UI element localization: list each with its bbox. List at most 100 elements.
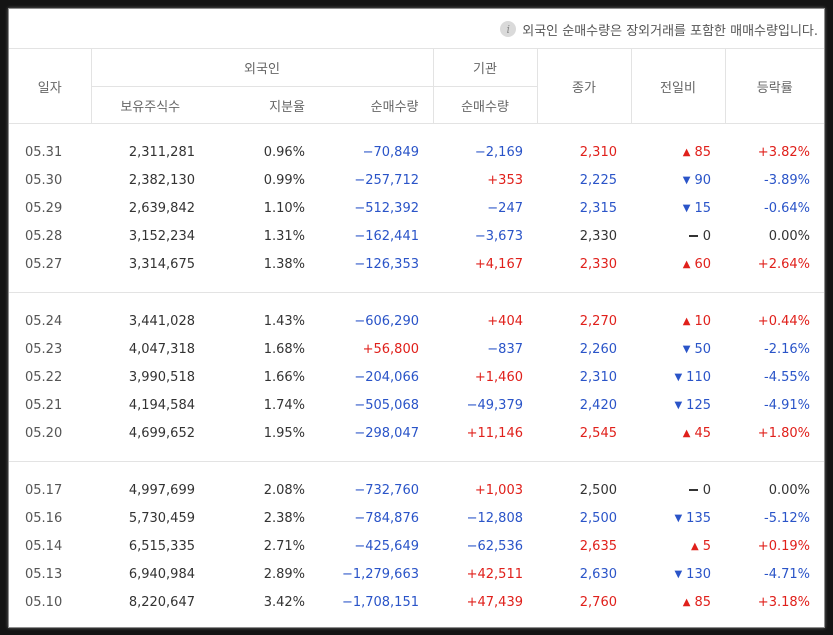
change-cell: ▲ 85 bbox=[631, 138, 725, 166]
down-triangle-icon: ▼ bbox=[682, 174, 691, 186]
foreign-net-cell: −425,649 bbox=[354, 538, 419, 554]
close-cell: 2,545 bbox=[579, 425, 617, 441]
share-cell: 2.08% bbox=[263, 482, 305, 498]
inst-net-cell: −49,379 bbox=[466, 397, 523, 413]
inst-net-cell: +1,460 bbox=[474, 369, 523, 385]
change-value: 5 bbox=[702, 538, 711, 554]
rate-cell: 0.00% bbox=[768, 482, 810, 498]
rate-cell: +3.82% bbox=[757, 144, 810, 160]
rate-cell: -4.55% bbox=[764, 369, 810, 385]
date-cell: 05.22 bbox=[25, 369, 63, 385]
change-value: 60 bbox=[694, 256, 711, 272]
date-cell: 05.23 bbox=[25, 341, 63, 357]
table-row: 05.29 2,639,842 1.10% −512,392 −247 2,315 ▼ 15 -… bbox=[9, 194, 824, 222]
share-cell: 1.74% bbox=[263, 397, 305, 413]
down-triangle-icon: ▼ bbox=[682, 202, 691, 214]
change-cell: ▲ 10 bbox=[631, 307, 725, 335]
rate-cell: -4.71% bbox=[764, 566, 810, 582]
rate-cell: -2.16% bbox=[764, 341, 810, 357]
table-row: 05.31 2,311,281 0.96% −70,849 −2,169 2,310 ▲ 85… bbox=[9, 138, 824, 166]
close-cell: 2,630 bbox=[579, 566, 617, 582]
holdings-cell: 4,194,584 bbox=[128, 397, 195, 413]
close-cell: 2,270 bbox=[579, 313, 617, 329]
change-cell: 0 bbox=[631, 476, 725, 504]
change-cell: ▲ 45 bbox=[631, 419, 725, 447]
foreign-net-cell: −298,047 bbox=[354, 425, 419, 441]
header-rate: 등락률 bbox=[724, 48, 824, 124]
down-triangle-icon: ▼ bbox=[682, 343, 691, 355]
holdings-cell: 8,220,647 bbox=[128, 594, 195, 610]
share-cell: 1.43% bbox=[263, 313, 305, 329]
date-cell: 05.14 bbox=[25, 538, 63, 554]
notice: i 외국인 순매수량은 장외거래를 포함한 매매수량입니다. bbox=[500, 19, 818, 39]
change-cell: ▼ 90 bbox=[631, 166, 725, 194]
header-inst-net: 순매수량 bbox=[432, 86, 537, 124]
holdings-cell: 3,441,028 bbox=[128, 313, 195, 329]
close-cell: 2,635 bbox=[579, 538, 617, 554]
close-cell: 2,500 bbox=[579, 510, 617, 526]
change-value: 0 bbox=[702, 228, 711, 244]
close-cell: 2,315 bbox=[579, 200, 617, 216]
holdings-cell: 2,382,130 bbox=[128, 172, 195, 188]
inst-net-cell: +353 bbox=[487, 172, 523, 188]
inst-net-cell: −12,808 bbox=[466, 510, 523, 526]
header-institution: 기관 bbox=[432, 48, 537, 87]
header-foreign-net: 순매수량 bbox=[319, 86, 433, 124]
share-cell: 2.71% bbox=[263, 538, 305, 554]
rate-cell: +1.80% bbox=[757, 425, 810, 441]
change-cell: 0 bbox=[631, 222, 725, 250]
date-cell: 05.10 bbox=[25, 594, 63, 610]
change-value: 85 bbox=[694, 594, 711, 610]
info-icon: i bbox=[500, 21, 517, 37]
change-value: 125 bbox=[686, 397, 711, 413]
inst-net-cell: +42,511 bbox=[466, 566, 523, 582]
inst-net-cell: +11,146 bbox=[466, 425, 523, 441]
up-triangle-icon: ▲ bbox=[691, 540, 699, 552]
foreign-net-cell: −204,066 bbox=[354, 369, 419, 385]
date-cell: 05.13 bbox=[25, 566, 63, 582]
rate-cell: -5.12% bbox=[764, 510, 810, 526]
table-row: 05.22 3,990,518 1.66% −204,066 +1,460 2,310 ▼ 1… bbox=[9, 363, 824, 391]
share-cell: 1.31% bbox=[263, 228, 305, 244]
foreign-net-cell: −1,708,151 bbox=[341, 594, 419, 610]
rate-cell: -0.64% bbox=[764, 200, 810, 216]
change-value: 50 bbox=[694, 341, 711, 357]
date-cell: 05.16 bbox=[25, 510, 63, 526]
inst-net-cell: −247 bbox=[487, 200, 523, 216]
foreign-net-cell: −784,876 bbox=[354, 510, 419, 526]
foreign-net-cell: +56,800 bbox=[362, 341, 419, 357]
down-triangle-icon: ▼ bbox=[674, 371, 683, 383]
change-value: 110 bbox=[686, 369, 711, 385]
change-value: 0 bbox=[702, 482, 711, 498]
close-cell: 2,330 bbox=[579, 228, 617, 244]
foreign-net-cell: −606,290 bbox=[354, 313, 419, 329]
table-row: 05.14 6,515,335 2.71% −425,649 −62,536 2,635 ▲… bbox=[9, 532, 824, 560]
close-cell: 2,500 bbox=[579, 482, 617, 498]
header-share: 지분율 bbox=[209, 86, 319, 124]
share-cell: 0.96% bbox=[263, 144, 305, 160]
header-close: 종가 bbox=[536, 48, 631, 124]
foreign-net-cell: −70,849 bbox=[362, 144, 419, 160]
holdings-cell: 2,311,281 bbox=[128, 144, 195, 160]
header-date: 일자 bbox=[9, 48, 91, 124]
table-row: 05.23 4,047,318 1.68% +56,800 −837 2,260 ▼ 50 -2… bbox=[9, 335, 824, 363]
down-triangle-icon: ▼ bbox=[674, 399, 683, 411]
change-value: 10 bbox=[694, 313, 711, 329]
foreign-net-cell: −1,279,663 bbox=[341, 566, 419, 582]
foreign-net-cell: −505,068 bbox=[354, 397, 419, 413]
up-triangle-icon: ▲ bbox=[682, 146, 691, 158]
table-row: 05.20 4,699,652 1.95% −298,047 +11,146 2,545 ▲… bbox=[9, 419, 824, 447]
foreign-net-cell: −512,392 bbox=[354, 200, 419, 216]
holdings-cell: 3,152,234 bbox=[128, 228, 195, 244]
close-cell: 2,225 bbox=[579, 172, 617, 188]
table-row: 05.16 5,730,459 2.38% −784,876 −12,808 2,500 ▼… bbox=[9, 504, 824, 532]
trading-table-panel: i 외국인 순매수량은 장외거래를 포함한 매매수량입니다. 일자 외국인 기관… bbox=[8, 8, 825, 628]
down-triangle-icon: ▼ bbox=[674, 568, 683, 580]
date-cell: 05.31 bbox=[25, 144, 63, 160]
rate-cell: +2.64% bbox=[757, 256, 810, 272]
table-row: 05.10 8,220,647 3.42% −1,708,151 +47,439 2,76… bbox=[9, 588, 824, 616]
inst-net-cell: −2,169 bbox=[474, 144, 523, 160]
change-value: 85 bbox=[694, 144, 711, 160]
down-triangle-icon: ▼ bbox=[674, 512, 683, 524]
change-cell: ▼ 125 bbox=[631, 391, 725, 419]
